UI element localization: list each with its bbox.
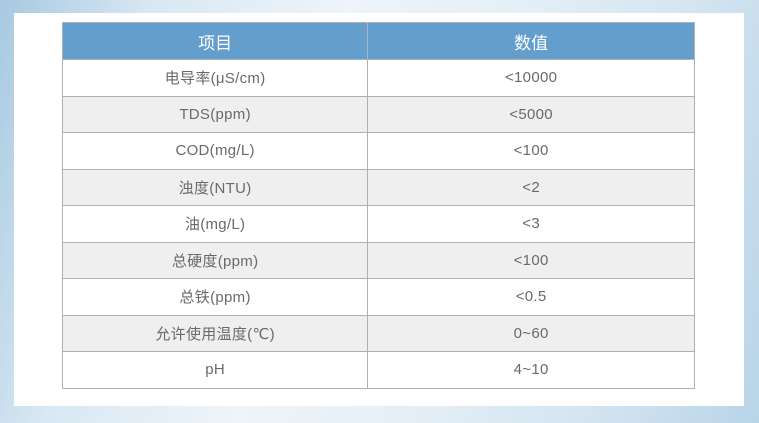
value-cell: <10000 (367, 59, 695, 97)
table-row: TDS(ppm) <5000 (61, 95, 695, 133)
content-area: 项目 数值 电导率(μS/cm) <10000 TDS(ppm) <5000 C… (14, 13, 744, 406)
spec-table: 项目 数值 电导率(μS/cm) <10000 TDS(ppm) <5000 C… (61, 22, 695, 389)
item-cell: 总铁(ppm) (61, 278, 369, 316)
value-cell: 4~10 (367, 351, 695, 389)
header-cell-item: 项目 (61, 22, 369, 60)
table-row: 允许使用温度(℃) 0~60 (61, 314, 695, 352)
table-row: 总铁(ppm) <0.5 (61, 278, 695, 316)
item-cell: 油(mg/L) (61, 205, 369, 243)
value-cell: <3 (367, 205, 695, 243)
item-cell: 允许使用温度(℃) (61, 314, 369, 352)
item-cell: COD(mg/L) (61, 132, 369, 170)
table-row: pH 4~10 (61, 351, 695, 389)
table-row: COD(mg/L) <100 (61, 132, 695, 170)
header-cell-value: 数值 (367, 22, 695, 60)
table-row: 浊度(NTU) <2 (61, 168, 695, 206)
value-cell: <2 (367, 168, 695, 206)
value-cell: <5000 (367, 95, 695, 133)
item-cell: 浊度(NTU) (61, 168, 369, 206)
value-cell: 0~60 (367, 314, 695, 352)
table-header-row: 项目 数值 (61, 22, 695, 60)
item-cell: pH (61, 351, 369, 389)
value-cell: <0.5 (367, 278, 695, 316)
value-cell: <100 (367, 241, 695, 279)
item-cell: 电导率(μS/cm) (61, 59, 369, 97)
value-cell: <100 (367, 132, 695, 170)
table-row: 油(mg/L) <3 (61, 205, 695, 243)
table-row: 总硬度(ppm) <100 (61, 241, 695, 279)
item-cell: 总硬度(ppm) (61, 241, 369, 279)
item-cell: TDS(ppm) (61, 95, 369, 133)
table-row: 电导率(μS/cm) <10000 (61, 59, 695, 97)
